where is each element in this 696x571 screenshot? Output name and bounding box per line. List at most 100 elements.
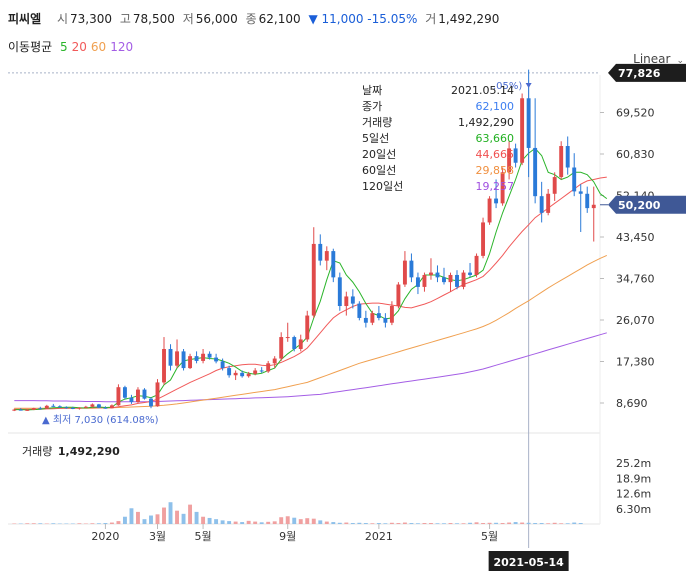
ma-legend-item: 60 — [90, 40, 107, 54]
ma60-line — [14, 254, 608, 409]
candle-body — [526, 98, 531, 148]
volume-bar — [305, 518, 310, 524]
volume-bar — [357, 522, 362, 524]
tooltip-key: 5일선 — [362, 132, 390, 145]
candle-body — [513, 148, 518, 163]
candle-body — [175, 351, 179, 366]
y-tick-label: 69,520 — [616, 107, 655, 120]
volume-bar — [51, 523, 56, 524]
y-tick-label: 60,830 — [616, 148, 655, 161]
candle-body — [370, 313, 375, 323]
volume-bar — [318, 520, 323, 524]
close-price: 62,100 — [258, 12, 301, 26]
tooltip-value: 62,100 — [475, 100, 515, 113]
volume-bar — [233, 521, 238, 524]
candle-body — [272, 358, 277, 364]
volume-bar — [155, 514, 160, 524]
candle-body — [259, 370, 264, 372]
x-tick-label: 5월 — [195, 530, 212, 543]
ma-legend-item: 20 — [71, 40, 87, 54]
candle-body — [591, 204, 596, 209]
scale-selector[interactable]: Linear ⌄ — [633, 52, 684, 66]
volume-bar — [259, 522, 264, 524]
volume-bar — [96, 523, 101, 524]
ma20-line — [14, 176, 607, 410]
volume-bar — [240, 522, 245, 524]
tooltip-key: 60일선 — [362, 164, 397, 177]
x-tick-label: 5월 — [481, 530, 498, 543]
volume-bar — [324, 521, 329, 524]
volume-bar — [38, 523, 43, 524]
volume-tick-label: 6.30m — [616, 503, 651, 516]
volume-bar — [311, 518, 316, 524]
candle-body — [337, 277, 342, 307]
volume-bar — [422, 523, 427, 524]
candle-body — [136, 389, 140, 402]
candle-body — [83, 406, 88, 408]
y-tick-label: 34,760 — [616, 273, 655, 286]
volume-panel-title: 거래량 1,492,290 — [22, 445, 120, 458]
volume-bar — [572, 522, 577, 524]
volume-bar — [103, 523, 108, 524]
candle-body — [240, 372, 245, 377]
candle-body — [155, 382, 160, 407]
volume-bar — [266, 521, 271, 524]
candle-body — [539, 196, 544, 213]
volume-bar — [253, 521, 258, 524]
volume-bar — [77, 523, 82, 524]
candle-body — [25, 409, 30, 411]
candle-body — [585, 193, 590, 209]
crosshair-date-label: 2021-05-14 — [493, 556, 564, 569]
volume-bar — [331, 522, 336, 524]
candle-body — [12, 409, 17, 411]
candle-body — [474, 255, 479, 275]
volume-bar — [468, 522, 472, 524]
candle-body — [168, 348, 173, 366]
candle-body — [318, 243, 323, 261]
candle-body — [227, 368, 232, 376]
volume-bar — [298, 519, 303, 524]
open-label: 시 — [56, 12, 68, 26]
ma120-line — [14, 332, 607, 403]
candle-body — [500, 172, 505, 204]
volume-bar — [389, 522, 394, 524]
stock-header: 피씨엘 시 73,300 고 78,500 저 56,000 종 62,100 ▼ 11… — [8, 10, 499, 27]
candle-body — [565, 146, 570, 168]
stock-name: 피씨엘 — [8, 12, 42, 26]
volume-bar — [142, 519, 147, 524]
volume-bar — [546, 523, 551, 524]
ma-legend-item: 120 — [110, 40, 134, 54]
volume-bar — [383, 523, 388, 524]
volume-bar — [227, 521, 232, 524]
crosshair-date-tag — [488, 551, 569, 571]
candle-body — [70, 407, 75, 409]
volume-bar — [201, 516, 206, 524]
volume-bar — [409, 523, 414, 524]
volume-bar — [474, 522, 479, 524]
candle-body — [552, 177, 557, 194]
candle-body — [90, 404, 95, 407]
volume-bar — [31, 523, 36, 524]
candle-body — [435, 272, 440, 278]
volume-bar — [526, 522, 531, 524]
candle-body — [324, 251, 329, 261]
candle-body — [494, 198, 499, 204]
moving-average-legend: 이동평균 5 20 60 120 — [8, 38, 141, 55]
volume-bar — [168, 502, 173, 524]
volume-bar — [429, 523, 433, 524]
volume-bar — [448, 523, 453, 524]
tooltip-row: 20일선 44,665 — [362, 147, 514, 163]
candle-body — [207, 353, 212, 358]
candle-body — [520, 98, 525, 163]
close-label: 종 — [245, 12, 257, 26]
candle-body — [487, 198, 492, 223]
candle-body — [415, 277, 420, 287]
volume-bar — [481, 523, 486, 524]
candle-body — [448, 274, 453, 283]
tooltip-value: 29,858 — [475, 164, 515, 177]
high-label: 고 — [119, 12, 131, 26]
candle-body — [507, 148, 512, 173]
volume-value: 1,492,290 — [438, 12, 500, 26]
candle-body — [578, 191, 583, 194]
